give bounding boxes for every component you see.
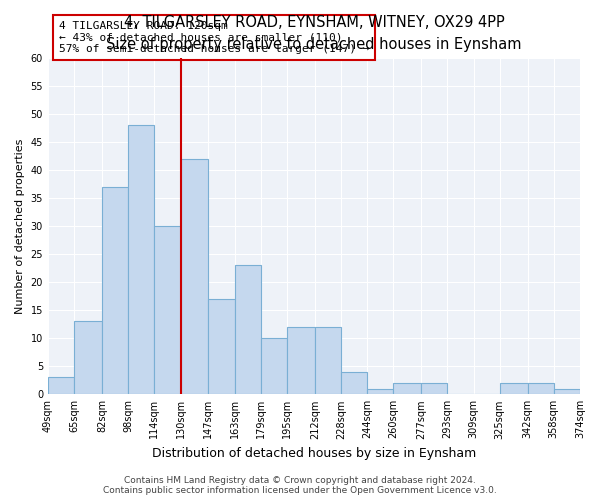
Bar	[102, 186, 128, 394]
Bar	[235, 265, 261, 394]
Text: 4 TILGARSLEY ROAD: 120sqm
← 43% of detached houses are smaller (110)
57% of semi: 4 TILGARSLEY ROAD: 120sqm ← 43% of detac…	[59, 21, 369, 54]
Bar	[128, 125, 154, 394]
Bar	[315, 327, 341, 394]
Bar	[261, 338, 287, 394]
Y-axis label: Number of detached properties: Number of detached properties	[15, 138, 25, 314]
Bar	[367, 388, 394, 394]
Bar	[341, 372, 367, 394]
Bar	[527, 383, 554, 394]
X-axis label: Distribution of detached houses by size in Eynsham: Distribution of detached houses by size …	[152, 447, 476, 460]
Title: 4, TILGARSLEY ROAD, EYNSHAM, WITNEY, OX29 4PP
Size of property relative to detac: 4, TILGARSLEY ROAD, EYNSHAM, WITNEY, OX2…	[106, 15, 522, 52]
Text: Contains HM Land Registry data © Crown copyright and database right 2024.
Contai: Contains HM Land Registry data © Crown c…	[103, 476, 497, 495]
Bar	[208, 299, 235, 394]
Bar	[287, 327, 315, 394]
Bar	[48, 378, 74, 394]
Bar	[554, 388, 580, 394]
Bar	[181, 158, 208, 394]
Bar	[394, 383, 421, 394]
Bar	[421, 383, 448, 394]
Bar	[74, 322, 102, 394]
Bar	[154, 226, 181, 394]
Bar	[500, 383, 527, 394]
